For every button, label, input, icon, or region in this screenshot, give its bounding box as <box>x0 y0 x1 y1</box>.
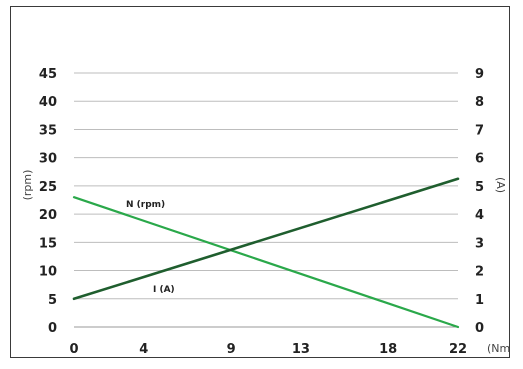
left-tick-label: 20 <box>39 208 57 223</box>
right-tick-label: 8 <box>475 95 484 110</box>
x-tick-label: 9 <box>227 342 236 357</box>
left-tick-label: 35 <box>39 123 57 138</box>
series-line-current <box>72 177 460 301</box>
right-tick-label: 5 <box>475 180 484 195</box>
right-tick-label: 9 <box>475 67 484 82</box>
left-axis-unit-label: (rpm) <box>21 170 34 201</box>
right-tick-label: 1 <box>475 293 484 308</box>
x-tick-label: 13 <box>292 342 310 357</box>
right-tick-label: 2 <box>475 265 484 280</box>
left-tick-label: 10 <box>39 265 57 280</box>
series-line-speed <box>72 196 460 329</box>
right-tick-label: 3 <box>475 236 484 251</box>
right-tick-label: 4 <box>475 208 484 223</box>
x-axis-unit-label: (Nm) <box>487 342 511 355</box>
x-tick-label: 22 <box>449 342 467 357</box>
left-tick-label: 0 <box>48 321 57 336</box>
left-tick-label: 15 <box>39 236 57 251</box>
left-tick-label: 5 <box>48 293 57 308</box>
x-tick-label: 4 <box>139 342 148 357</box>
left-tick-label: 40 <box>39 95 57 110</box>
series-label-current: I (A) <box>153 285 175 295</box>
right-axis-unit-label: (A) <box>494 177 507 193</box>
chart-frame: 0 5 10 15 20 25 30 35 40 45 0 1 2 3 4 5 6 7 8 9 0 4 9 13 18 22 (N… <box>10 6 511 358</box>
x-tick-label: 0 <box>69 342 78 357</box>
right-tick-label: 6 <box>475 152 484 167</box>
right-tick-label: 7 <box>475 123 484 138</box>
left-tick-label: 45 <box>39 67 57 82</box>
right-tick-label: 0 <box>475 321 484 336</box>
series-label-speed: N (rpm) <box>126 200 165 210</box>
x-tick-label: 18 <box>379 342 397 357</box>
left-tick-label: 30 <box>39 152 57 167</box>
left-tick-label: 25 <box>39 180 57 195</box>
